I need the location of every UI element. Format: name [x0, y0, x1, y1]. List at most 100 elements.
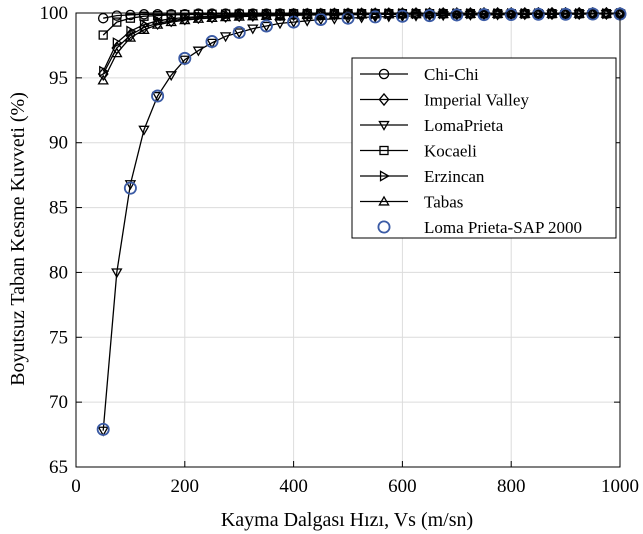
legend-marker-kocaeli: [379, 145, 389, 156]
x-tick-label: 800: [497, 476, 526, 497]
data-point-tabas: [383, 8, 395, 19]
data-point-lomaprieta: [206, 38, 218, 49]
data-point-tabas: [151, 18, 164, 29]
data-point-lomaprieta: [274, 19, 286, 30]
legend-label-tabas: Tabas: [424, 193, 463, 212]
series-layer: [96, 7, 627, 437]
data-point-chi-chi: [97, 12, 109, 24]
legend-label-imperial-valley: Imperial Valley: [424, 91, 529, 110]
data-point-loma-prieta-sap-2000: [368, 10, 382, 24]
y-tick-label: 95: [49, 68, 68, 89]
legend-marker-loma-prieta-sap-2000: [377, 220, 391, 234]
data-point-tabas: [192, 12, 205, 23]
data-point-loma-prieta-sap-2000: [205, 35, 219, 49]
data-point-tabas: [342, 8, 354, 19]
data-point-erzincan: [167, 13, 178, 25]
data-point-loma-prieta-sap-2000: [450, 8, 464, 22]
data-point-lomaprieta: [423, 11, 436, 22]
legend-item-lomaprieta: LomaPrieta: [360, 116, 504, 135]
legend-box: [351, 57, 617, 239]
data-point-tabas: [111, 47, 123, 58]
legend-marker-tabas: [378, 195, 390, 206]
data-point-lomaprieta: [138, 125, 150, 136]
legend-label-chi-chi: Chi-Chi: [424, 65, 479, 84]
legend-label-loma-prieta-sap-2000: Loma Prieta-SAP 2000: [424, 218, 582, 237]
data-point-lomaprieta: [151, 91, 164, 102]
data-point-loma-prieta-sap-2000: [477, 8, 491, 22]
y-tick-label: 100: [40, 3, 69, 24]
data-point-erzincan: [99, 65, 110, 78]
legend-item-tabas: Tabas: [360, 193, 463, 212]
x-tick-label: 600: [388, 476, 417, 497]
data-point-tabas: [247, 10, 259, 21]
data-point-tabas: [206, 12, 218, 23]
data-point-loma-prieta-sap-2000: [232, 25, 246, 39]
data-point-lomaprieta: [97, 426, 109, 437]
y-axis-label: Boyutsuz Taban Kesme Kuvveti (%): [7, 92, 29, 386]
x-tick-label: 400: [279, 476, 308, 497]
legend: Chi-Chi Imperial Valley LomaPrieta Kocaeli E…: [351, 57, 617, 239]
data-point-loma-prieta-sap-2000: [178, 51, 192, 65]
y-tick-label: 80: [49, 262, 68, 283]
data-point-loma-prieta-sap-2000: [259, 19, 273, 33]
data-point-loma-prieta-sap-2000: [395, 9, 409, 23]
data-point-loma-prieta-sap-2000: [123, 181, 137, 195]
data-point-loma-prieta-sap-2000: [504, 8, 518, 22]
x-axis-label: Kayma Dalgası Hızı, Vs (m/sn): [221, 509, 473, 531]
data-point-lomaprieta: [410, 11, 422, 22]
data-point-lomaprieta: [165, 71, 177, 82]
data-point-erzincan: [112, 37, 123, 49]
legend-label-kocaeli: Kocaeli: [424, 142, 477, 161]
data-point-loma-prieta-sap-2000: [151, 89, 165, 103]
data-point-kocaeli: [125, 13, 136, 23]
data-point-tabas: [97, 74, 109, 85]
data-point-tabas: [138, 23, 150, 34]
data-point-tabas: [410, 8, 422, 19]
data-point-lomaprieta: [192, 46, 205, 57]
data-point-lomaprieta: [111, 268, 123, 279]
data-point-tabas: [219, 11, 232, 22]
data-point-loma-prieta-sap-2000: [423, 9, 437, 23]
x-tick-label: 0: [71, 476, 81, 497]
legend-label-erzincan: Erzincan: [424, 167, 485, 186]
x-tick-label: 1000: [601, 476, 639, 497]
x-tick-label: 200: [171, 476, 200, 497]
data-point-kocaeli: [112, 17, 122, 27]
data-point-lomaprieta: [179, 55, 191, 66]
data-point-erzincan: [153, 15, 164, 27]
legend-item-kocaeli: Kocaeli: [360, 142, 477, 161]
y-tick-label: 85: [49, 198, 68, 219]
series-line-tabas: [102, 12, 620, 81]
data-point-lomaprieta: [124, 180, 137, 191]
data-point-loma-prieta-sap-2000: [531, 7, 545, 21]
legend-marker-imperial-valley: [378, 92, 390, 107]
legend-marker-lomaprieta: [378, 120, 390, 131]
data-point-tabas: [165, 16, 177, 27]
legend-item-chi-chi: Chi-Chi: [360, 65, 479, 84]
y-tick-label: 65: [49, 457, 68, 478]
legend-item-loma-prieta-sap-2000: Loma Prieta-SAP 2000: [377, 218, 582, 237]
data-point-loma-prieta-sap-2000: [559, 7, 573, 21]
data-point-loma-prieta-sap-2000: [314, 12, 328, 26]
data-point-kocaeli: [139, 11, 149, 21]
legend-marker-erzincan: [379, 170, 390, 182]
data-point-kocaeli: [98, 30, 108, 40]
data-point-lomaprieta: [233, 28, 245, 39]
data-point-loma-prieta-sap-2000: [586, 7, 600, 21]
ticks: 0 200 400 600 800 1000 65 70 75 80 85 90 95 100: [40, 3, 640, 497]
data-point-lomaprieta: [437, 11, 449, 22]
legend-item-imperial-valley: Imperial Valley: [360, 91, 529, 110]
data-point-tabas: [355, 8, 368, 19]
legend-label-lomaprieta: LomaPrieta: [424, 116, 504, 135]
axes-box: [75, 12, 621, 468]
data-point-lomaprieta: [247, 24, 259, 35]
data-point-chi-chi: [111, 10, 123, 21]
y-tick-label: 70: [49, 392, 68, 413]
data-point-lomaprieta: [219, 32, 232, 43]
data-point-tabas: [179, 14, 191, 25]
data-point-tabas: [233, 10, 245, 21]
legend-item-erzincan: Erzincan: [360, 167, 485, 186]
data-point-lomaprieta: [260, 21, 273, 32]
data-point-tabas: [260, 9, 273, 20]
